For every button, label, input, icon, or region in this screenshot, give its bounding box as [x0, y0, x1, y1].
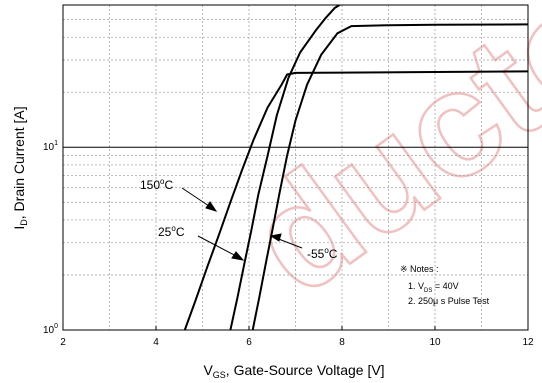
arrow-25c [197, 235, 239, 258]
arrowhead-150c [205, 201, 218, 212]
x-tick-label: 10 [429, 337, 441, 348]
x-axis-ticks: 2 4 6 8 10 12 [60, 326, 534, 348]
x-tick-label: 4 [153, 337, 159, 348]
notes-line-2: 2. 250μ s Pulse Test [408, 296, 490, 306]
series-line [251, 23, 528, 330]
watermark: ductor [219, 0, 542, 327]
notes-box: ※ Notes : 1. VDS = 40V 2. 250μ s Pulse T… [400, 264, 490, 306]
label-150c: 150oC [140, 177, 173, 192]
x-tick-label: 2 [60, 337, 66, 348]
y-tick-label: 100 [43, 323, 58, 336]
series-line [183, 70, 528, 330]
series-line [229, 5, 341, 330]
y-axis-label: ID, Drain Current [A] [11, 106, 29, 229]
x-tick-label: 8 [339, 337, 345, 348]
notes-title: ※ Notes : [400, 264, 439, 274]
arrowhead-55c [269, 233, 282, 242]
label-minus55c: -55oC [307, 246, 338, 261]
notes-line-1: 1. VDS = 40V [408, 281, 459, 294]
plot-area [62, 4, 529, 331]
x-tick-label: 12 [522, 337, 534, 348]
arrow-150c [181, 187, 213, 209]
arrow-55c [275, 237, 303, 249]
x-axis-label: VGS, Gate-Source Voltage [V] [203, 362, 384, 380]
y-axis-ticks: 100 101 [43, 140, 58, 336]
series-curves [183, 5, 528, 330]
arrowhead-25c [231, 251, 245, 261]
x-tick-label: 6 [246, 337, 252, 348]
y-tick-label: 101 [43, 140, 58, 153]
annotation-arrows [181, 187, 303, 261]
watermark-text: ductor [220, 0, 542, 326]
label-25c: 25oC [158, 224, 185, 239]
